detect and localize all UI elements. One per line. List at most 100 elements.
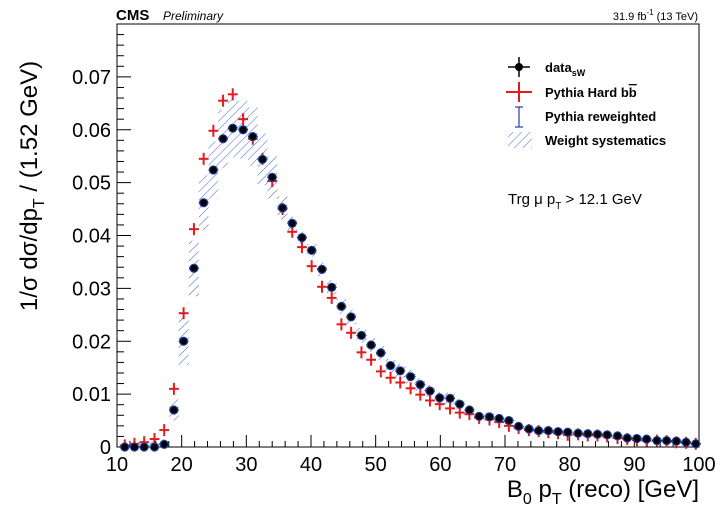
x-tick-label: 50 [365,454,387,476]
data-point-marker [425,386,435,396]
x-tick-label: 80 [559,454,581,476]
legend-data-marker [515,63,523,71]
data-point-marker [267,172,277,182]
legend-rew-label: Pythia reweighted [545,109,656,124]
data-point-marker [356,330,367,341]
data-point-marker [445,393,455,403]
x-axis-title: B0 pT (reco) [GeV] [507,476,699,508]
data-point-marker [238,125,248,135]
legend: datasW Pythia Hard bb Pythia reweighted … [506,57,666,148]
y-tick-label: 0.05 [72,173,111,195]
data-point-marker [287,218,297,228]
data-point-marker [169,405,179,415]
data-point-marker [385,360,396,371]
data-point-marker [189,263,199,273]
legend-data-sub: sW [572,68,586,78]
data-point-marker [129,442,140,452]
data-point-marker [691,439,701,449]
legend-entry-syst: Weight systematics [508,132,666,148]
data-point-marker [494,413,504,424]
data-point-marker [573,428,583,438]
data-point-marker [524,424,534,434]
x-axis-title-main: B [507,476,523,503]
lumi-sup: -1 [647,8,655,17]
y-tick-label: 0.03 [72,278,111,300]
status-label: Preliminary [163,9,224,23]
data-point-marker [139,442,149,452]
legend-hard-label: Pythia Hard bb [545,85,637,100]
data-point-marker [366,340,376,350]
x-tick-label: 10 [106,454,128,476]
y-tick-label: 0 [100,437,111,459]
data-point-marker [297,233,307,243]
x-axis-title-mid: p [532,476,552,503]
data-point-marker [474,411,484,421]
x-axis-title-sub2: T [552,491,562,508]
y-axis-title: 1/σ dσ/dpT / (1.52 GeV) [16,61,48,311]
data-point-marker [455,399,465,409]
y-axis-title-pre: 1/σ dσ/dp [16,208,43,311]
data-point-marker [149,442,160,452]
y-tick-label: 0.06 [72,120,111,142]
data-point-marker [336,301,346,311]
legend-entry-hard: Pythia Hard bb [506,82,637,102]
x-tick-label: 20 [171,454,193,476]
data-point-marker [277,203,288,213]
data-point-marker [228,123,238,133]
x-tick-label: 100 [682,454,715,476]
experiment-label: CMS [116,7,149,24]
y-tick-label: 0.04 [72,226,111,248]
data-point-marker [563,427,573,437]
data-point-marker [317,264,327,274]
data-point-marker [218,134,228,144]
data-point-marker [642,434,652,444]
data-series-layer [119,123,701,452]
lumi-energy: (13 TeV) [657,11,698,23]
data-point-marker [612,431,623,441]
data-point-marker [671,436,681,446]
trigger-annotation-sub: T [555,201,561,212]
y-tick-label: 0.07 [72,67,111,89]
axes-layer: 10 20 30 40 50 60 70 80 90 100 0 0.01 0.02 0.03 0.04 0.… [72,34,716,476]
data-point-marker [662,436,672,446]
data-point-marker [208,165,218,175]
legend-hard-main: Pythia Hard b [545,85,629,100]
x-tick-label: 60 [429,454,451,476]
data-point-marker [602,430,612,440]
legend-syst-label: Weight systematics [545,133,666,148]
data-point-marker [513,421,524,431]
legend-entry-data: datasW [508,57,586,78]
data-point-marker [632,433,642,444]
legend-data-label: datasW [545,60,586,78]
data-point-marker [553,427,563,437]
data-point-marker [179,336,189,346]
data-point-marker [681,437,691,447]
legend-data-main: data [545,60,573,75]
data-point-marker [534,426,544,436]
lumi-main: 31.9 fb [613,11,647,23]
data-point-marker [120,442,130,452]
trigger-annotation: Trg μ pT > 12.1 GeV [508,191,642,212]
data-point-marker [435,393,445,403]
data-point-marker [159,439,169,449]
y-axis-title-post: / (1.52 GeV) [16,61,43,198]
data-point-marker [415,380,425,390]
trigger-annotation-post: > 12.1 GeV [561,191,641,208]
data-point-marker [257,154,268,164]
y-tick-label: 0.02 [72,331,111,353]
x-tick-label: 70 [494,454,516,476]
data-point-marker [307,245,317,255]
data-point-marker [346,312,356,322]
data-point-marker [652,436,662,446]
data-point-marker [504,415,514,426]
syst-band-layer [119,99,701,447]
legend-syst-swatch [508,132,532,148]
data-point-marker [543,426,553,436]
x-tick-label: 30 [235,454,257,476]
data-point-marker [199,198,209,208]
data-point-marker [248,132,258,142]
data-point-marker [464,405,475,415]
x-tick-label: 40 [300,454,322,476]
legend-hard-bbar: b [629,85,637,100]
